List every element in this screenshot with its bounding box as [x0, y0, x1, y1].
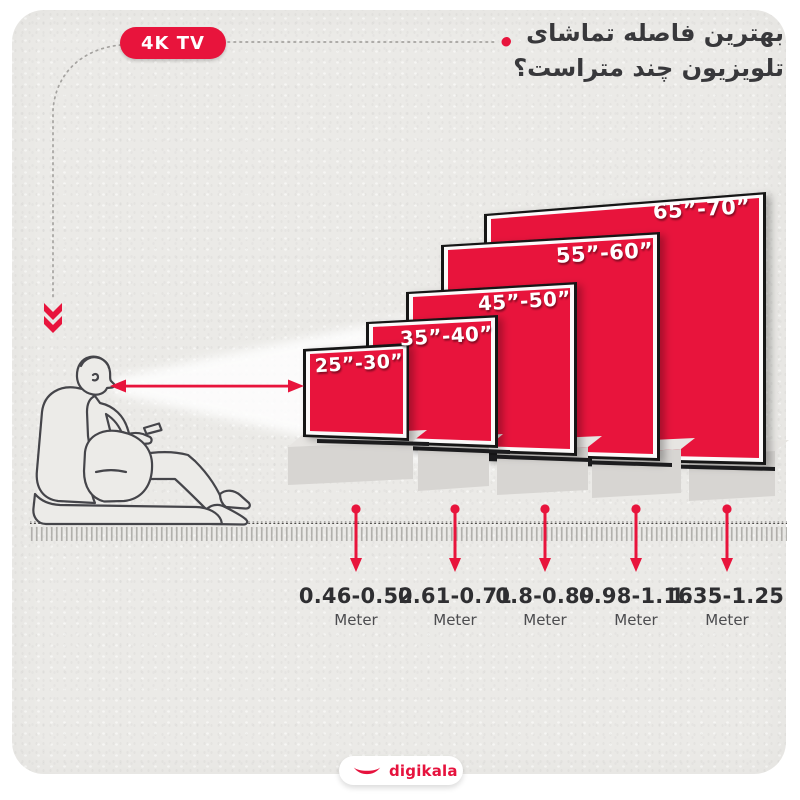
chair-armrest	[82, 429, 154, 503]
distance-value: 0.61-0.71	[397, 584, 513, 608]
distance-label-5: 1.35-1.25 Meter	[670, 584, 784, 629]
distance-unit: Meter	[433, 611, 477, 629]
distance-unit: Meter	[705, 611, 749, 629]
4k-tv-badge: 4K TV	[120, 27, 226, 59]
drop-arrow-3	[539, 504, 551, 572]
distance-label-3: 0.8-0.89 Meter	[495, 584, 594, 629]
chair-base	[32, 492, 224, 526]
tv-25-30	[288, 343, 429, 485]
distance-label-1: 0.46-0.52 Meter	[299, 584, 413, 629]
drop-arrow-2	[449, 504, 461, 572]
distance-unit: Meter	[614, 611, 658, 629]
title-line-2: تلویزیون چند متراست؟	[513, 54, 784, 82]
digikala-logo-text: digikala	[389, 761, 458, 780]
dotted-connector	[52, 41, 498, 299]
distance-value: 0.98-1.16	[578, 584, 694, 608]
distance-value: 0.8-0.89	[495, 584, 595, 608]
distance-label-4: 0.98-1.16 Meter	[579, 584, 693, 629]
digikala-smile-icon	[353, 766, 381, 774]
person-hair	[79, 356, 111, 370]
person-ear	[91, 372, 100, 382]
distance-label-2: 0.61-0.71 Meter	[398, 584, 512, 629]
distance-unit: Meter	[334, 611, 378, 629]
digikala-logo: digikala	[339, 756, 463, 785]
title-bullet-dot	[502, 37, 511, 46]
person-head	[75, 355, 116, 396]
distance-value: 1.35-1.25	[669, 584, 785, 608]
drop-arrow-5	[721, 504, 733, 572]
measurement-arrows	[350, 504, 733, 572]
viewing-distance-arrow	[110, 379, 304, 393]
drop-arrow-4	[630, 504, 642, 572]
person-on-armchair	[32, 355, 251, 526]
ground-hatch-line	[30, 521, 787, 541]
back-shoe	[218, 489, 251, 510]
page-title: بهترین فاصله تماشای تلویزیون چند متراست؟	[513, 16, 784, 86]
drop-arrow-1	[350, 504, 362, 572]
seat-line	[94, 469, 128, 474]
distance-value: 0.46-0.52	[298, 584, 414, 608]
double-chevron-down-icon	[44, 303, 62, 333]
remote-control	[142, 422, 163, 436]
title-line-1: بهترین فاصله تماشای	[526, 19, 784, 47]
distance-unit: Meter	[523, 611, 567, 629]
